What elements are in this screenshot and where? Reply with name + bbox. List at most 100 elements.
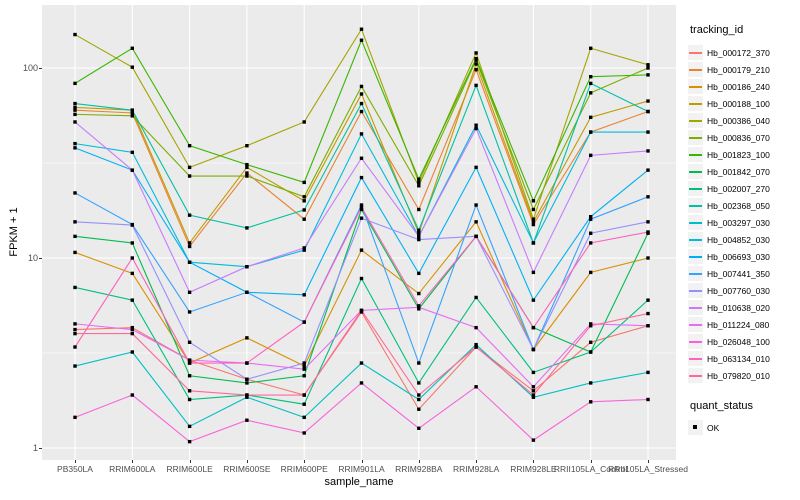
legend-item: Hb_000179_210 xyxy=(688,61,798,78)
x-axis-title: sample_name xyxy=(324,476,394,488)
x-tick-mark xyxy=(476,460,478,463)
data-point xyxy=(589,324,593,328)
data-point xyxy=(187,374,192,378)
x-tick-label: RRIM600LE xyxy=(166,464,213,474)
quant-status-label: OK xyxy=(707,422,720,433)
data-point xyxy=(73,250,77,255)
legend-item-label: Hb_000386_040 xyxy=(707,115,770,126)
y-tick-mark xyxy=(39,448,42,449)
legend-item-label: Hb_079820_010 xyxy=(707,370,770,381)
data-point xyxy=(302,208,306,212)
x-tick-label: RRIM600LA xyxy=(109,464,156,474)
data-point xyxy=(359,84,364,89)
data-point xyxy=(187,310,192,314)
data-point xyxy=(417,234,421,239)
data-point xyxy=(130,241,134,245)
data-point xyxy=(417,207,421,212)
data-point xyxy=(474,203,478,207)
legend-key-swatch xyxy=(688,164,703,179)
legend-key-swatch xyxy=(688,334,703,349)
data-point xyxy=(130,114,134,118)
series-color-line-icon xyxy=(689,154,702,156)
data-point xyxy=(302,320,306,324)
series-color-line-icon xyxy=(689,341,702,343)
data-point xyxy=(130,271,134,276)
data-point xyxy=(302,199,306,203)
x-tick-label: RRIM600PE xyxy=(280,464,328,474)
data-point xyxy=(73,364,77,368)
data-point xyxy=(359,92,364,96)
data-point xyxy=(417,393,421,397)
data-point xyxy=(531,325,536,330)
data-point xyxy=(646,73,650,77)
data-point xyxy=(474,56,478,61)
x-tick-label: RRIM600SE xyxy=(223,464,271,474)
data-point xyxy=(302,217,306,221)
data-point xyxy=(187,361,192,365)
legend-key-swatch xyxy=(688,113,703,128)
x-tick-mark xyxy=(533,460,535,463)
data-point xyxy=(589,270,593,275)
data-point xyxy=(245,143,249,148)
data-point xyxy=(417,237,421,242)
data-point xyxy=(73,322,77,326)
x-tick-label: RRIM928LA xyxy=(452,464,500,474)
legend-item: Hb_001823_100 xyxy=(688,146,798,163)
data-point xyxy=(589,350,593,354)
data-point xyxy=(302,248,306,252)
legend-item-label: Hb_026048_100 xyxy=(707,336,770,347)
black-square-point-icon xyxy=(693,425,697,429)
data-point xyxy=(646,99,650,103)
data-point xyxy=(130,65,134,69)
data-point xyxy=(474,220,478,224)
data-point xyxy=(245,381,249,385)
data-point xyxy=(646,220,650,224)
data-point xyxy=(245,264,249,269)
data-point xyxy=(187,241,192,245)
legend-item: Hb_010638_020 xyxy=(688,299,798,316)
data-point xyxy=(417,304,421,308)
data-point xyxy=(73,146,77,150)
data-point xyxy=(245,226,249,230)
data-point xyxy=(531,370,536,375)
data-point xyxy=(417,177,421,181)
data-point xyxy=(73,32,77,37)
data-point xyxy=(187,213,192,217)
chart-canvas xyxy=(42,5,676,460)
legend-item-label: Hb_007760_030 xyxy=(707,285,770,296)
data-point xyxy=(531,298,536,302)
data-point xyxy=(245,418,249,422)
data-point xyxy=(646,324,650,328)
data-point xyxy=(474,234,478,239)
x-tick-label: PB350LA xyxy=(57,464,93,474)
data-point xyxy=(474,385,478,389)
data-point xyxy=(417,231,421,235)
data-point xyxy=(359,207,364,212)
data-point xyxy=(417,407,421,411)
data-point xyxy=(359,205,364,209)
legend-item: Hb_000188_100 xyxy=(688,95,798,112)
data-point xyxy=(589,214,593,219)
data-point xyxy=(130,150,134,155)
data-point xyxy=(130,327,134,332)
legend-item-label: Hb_001823_100 xyxy=(707,149,770,160)
series-color-line-icon xyxy=(689,324,702,326)
legend-item-label: Hb_000836_070 xyxy=(707,132,770,143)
data-point xyxy=(73,345,77,349)
data-point xyxy=(302,293,306,297)
legend-key-swatch xyxy=(688,300,703,315)
data-point xyxy=(646,109,650,114)
data-point xyxy=(302,367,306,371)
data-point xyxy=(187,439,192,444)
legend-key-swatch xyxy=(688,351,703,366)
y-tick-mark xyxy=(39,68,42,69)
x-tick-label: RRIM928LE xyxy=(510,464,557,474)
data-point xyxy=(531,385,536,389)
data-point xyxy=(474,83,478,88)
data-point xyxy=(130,256,134,260)
data-point xyxy=(187,260,192,264)
data-point xyxy=(589,381,593,385)
series-color-line-icon xyxy=(689,256,702,258)
series-color-line-icon xyxy=(689,222,702,224)
data-point xyxy=(302,364,306,368)
